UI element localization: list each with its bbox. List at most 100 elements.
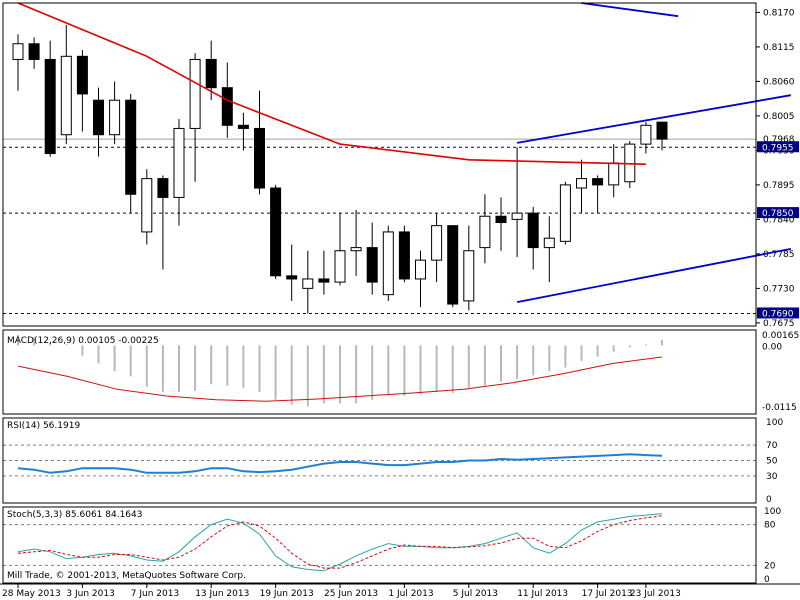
candle-bull [479, 215, 491, 249]
candle-bull [415, 259, 426, 280]
candle-bull [382, 231, 394, 296]
candle-bear [28, 43, 40, 60]
candle-bull [559, 184, 571, 242]
candle-bear [157, 178, 169, 198]
macd-tick-label: -0.0115 [762, 403, 797, 413]
level-price-box [757, 307, 799, 319]
rsi-panel: 100 70 50 30 0 [3, 418, 783, 505]
time-tick-label: 28 May 2013 [2, 589, 61, 599]
candle-bear [44, 58, 56, 155]
time-tick-label: 17 Jul 2013 [582, 589, 633, 599]
price-tick-label: 0.7840 [763, 215, 795, 225]
stoch-panel: 100 80 20 0 [3, 507, 781, 585]
candle-bear [366, 247, 378, 283]
channel-top-line [581, 2, 679, 18]
candle-bear [125, 99, 137, 195]
candle-bear [205, 58, 217, 89]
price-tick-label: 0.8060 [763, 77, 795, 87]
candle-bull [511, 212, 523, 220]
rsi-tick-label: 50 [766, 457, 778, 467]
rsi-line [17, 453, 663, 474]
stoch-tick-label: 80 [764, 521, 776, 531]
candle-bear [286, 275, 298, 280]
candle-bull [302, 278, 314, 289]
candle-bull [141, 178, 153, 233]
stoch-tick-label: 20 [764, 561, 776, 571]
price-tick-label: 0.7785 [763, 250, 795, 260]
candle-bear [93, 99, 104, 136]
candle-bear [221, 87, 233, 126]
macd-tick-label: 0.00 [762, 342, 782, 352]
moving-average-line [17, 2, 646, 165]
candle-bear [447, 225, 459, 305]
candle-bull [189, 58, 201, 129]
macd-label: MACD(12,26,9) 0.00105 -0.00225 [7, 336, 159, 346]
candle-bull [60, 55, 72, 136]
rsi-tick-label: 70 [766, 441, 778, 451]
time-tick-label: 3 Jun 2013 [66, 589, 114, 599]
candle-bull [608, 162, 620, 186]
stoch-main-line [17, 513, 663, 572]
candle-bull [576, 178, 587, 189]
candle-bear [76, 55, 88, 95]
time-tick-label: 7 Jun 2013 [131, 589, 179, 599]
level-price-label: 0.7850 [762, 209, 794, 219]
candle-bear [237, 124, 249, 129]
panel-frame-macd [2, 329, 757, 415]
macd-tick-label: 0.00165 [762, 331, 799, 341]
rsi-tick-label: 30 [766, 472, 778, 482]
time-tick-label: 5 Jul 2013 [453, 589, 498, 599]
time-tick-label: 19 Jun 2013 [260, 589, 314, 599]
time-tick-label: 13 Jun 2013 [195, 589, 249, 599]
rsi-tick-label: 0 [766, 495, 772, 505]
candle-bear [592, 178, 604, 186]
current-price-box [757, 133, 799, 145]
candle-bear [656, 121, 668, 140]
time-tick-label: 1 Jul 2013 [388, 589, 433, 599]
candle-bull [350, 247, 362, 252]
price-tick-label: 0.7675 [763, 319, 795, 329]
candle-bull [463, 250, 475, 302]
panel-frame-rsi [2, 417, 757, 504]
candle-bear [318, 278, 330, 283]
channel-lower-line [516, 247, 791, 304]
candle-bull [109, 99, 121, 136]
candle-bull [334, 250, 346, 283]
stoch-signal-line [17, 515, 663, 569]
candle-bull [12, 43, 24, 60]
level-price-label: 0.7690 [762, 309, 794, 319]
channel-upper-line [516, 94, 791, 144]
time-tick-label: 23 Jul 2013 [630, 589, 681, 599]
candle-bull [640, 124, 652, 145]
time-tick-label: 25 Jun 2013 [324, 589, 378, 599]
rsi-tick-label: 100 [766, 418, 783, 428]
stoch-tick-label: 0 [764, 575, 770, 585]
candle-bear [495, 215, 507, 224]
price-panel: 0.81700.81150.80600.80050.79500.78950.78… [3, 2, 799, 329]
macd-signal-line [17, 356, 663, 402]
candle-bear [527, 212, 539, 249]
level-price-label: 0.7955 [762, 143, 794, 153]
price-tick-label: 0.8115 [763, 43, 795, 53]
candle-bear [254, 127, 265, 189]
level-price-box [757, 207, 799, 219]
current-price-label: 0.7968 [763, 135, 795, 145]
time-axis: 28 May 2013 3 Jun 2013 7 Jun 2013 13 Jun 20… [2, 584, 681, 599]
candle-bull [543, 237, 555, 249]
price-tick-label: 0.7895 [763, 181, 795, 191]
rsi-label: RSI(14) 56.1919 [7, 421, 80, 431]
candle-bull [431, 225, 443, 261]
stoch-label: Stoch(5,3,3) 85.6061 84.1643 [7, 510, 142, 520]
panel-frame-stoch [2, 506, 757, 584]
copyright-text: Mill Trade, © 2001-2013, MetaQuotes Soft… [7, 571, 246, 581]
candle-bear [270, 187, 282, 277]
level-price-box [757, 141, 799, 153]
time-tick-label: 11 Jul 2013 [517, 589, 568, 599]
price-tick-label: 0.8170 [763, 8, 795, 18]
candle-bear [398, 231, 410, 280]
candle-bull [173, 127, 185, 198]
price-tick-label: 0.7730 [763, 284, 795, 294]
stoch-tick-label: 100 [764, 507, 781, 517]
